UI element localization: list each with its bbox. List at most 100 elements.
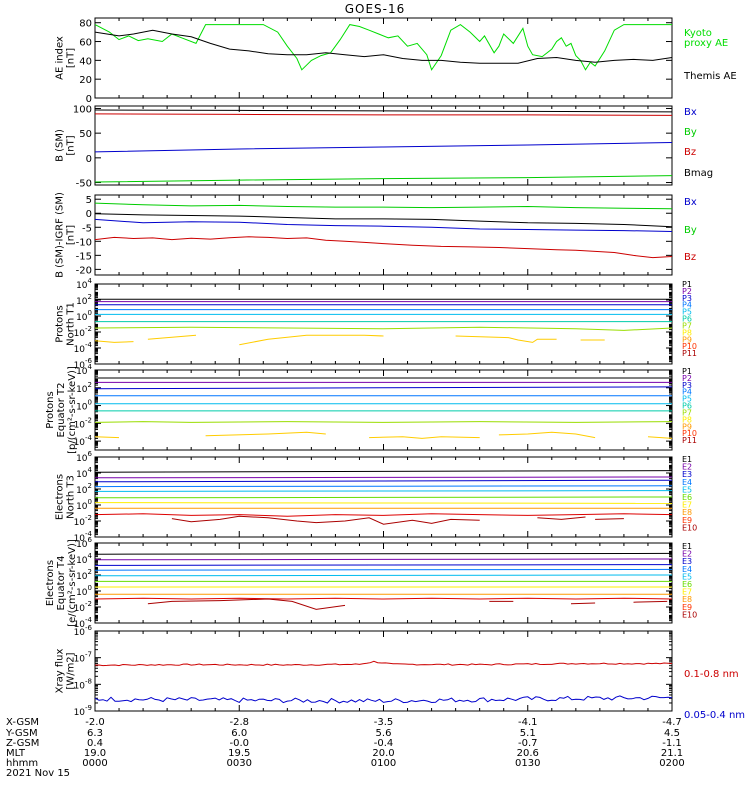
- panel-frame: [94, 17, 673, 99]
- series-group: [94, 109, 673, 183]
- legend: Bx By Bz Bmag: [684, 107, 713, 179]
- legend-entry: E4: [682, 478, 692, 487]
- x-ticks: [94, 457, 673, 537]
- y-tick-label: 106: [76, 450, 92, 464]
- legend-entry: Bx: [684, 197, 697, 208]
- legend-entry: E9: [682, 603, 692, 612]
- series-group: [94, 23, 673, 71]
- series-line-p8: [369, 436, 480, 439]
- legend-entry: E3: [682, 470, 692, 479]
- x-ticks: [94, 106, 673, 185]
- y-tick-label: 10-8: [74, 677, 92, 691]
- series-line-e10: [570, 602, 596, 605]
- series-line-p8: [94, 340, 134, 343]
- legend-entry: P11: [682, 349, 697, 358]
- y-tick-label: -10: [76, 237, 92, 248]
- x-tick-label: 5.6: [376, 728, 392, 739]
- x-tick-label: 19.0: [84, 748, 106, 759]
- x-ticks: [94, 195, 673, 275]
- y-tick-label: 0: [86, 94, 92, 105]
- panel-bsm_igrf: 5 0 -5 -10 -15 -20 B (SM)-IGRF (SM) [nT] Bx By Bz: [55, 192, 697, 278]
- y-axis-label: [W/m2]: [66, 652, 77, 689]
- footer-date: 2021 Nov 15: [6, 768, 70, 779]
- series-line-bz: [94, 236, 673, 259]
- y-axis-label: Protons: [45, 391, 56, 428]
- y-tick-label: 104: [76, 552, 92, 566]
- y-axis-label: Electrons: [45, 560, 56, 606]
- y-tick-label: 10-6: [74, 357, 93, 371]
- x-tick-label: -0.7: [518, 738, 538, 749]
- legend-entry: P5: [682, 395, 692, 404]
- series-line-e1: [94, 552, 673, 555]
- legend-entry: E9: [682, 516, 692, 525]
- x-row-label: MLT: [6, 748, 26, 759]
- y-tick-label: 10-9: [74, 704, 92, 718]
- y-tick-label: 0: [86, 209, 92, 220]
- legend-entry: E2: [682, 463, 692, 472]
- y-axis-label: North T1: [66, 302, 77, 346]
- panel-p_equator: 104 102 100 10-2 10-4 Protons Equator T2 [p/(cm…: [45, 363, 697, 454]
- series-line-themis-ae: [94, 29, 673, 64]
- series-line-p8: [205, 431, 326, 437]
- x-row-label: hhmm: [6, 758, 38, 769]
- y-tick-label: 10-4: [74, 616, 93, 630]
- series-group: [94, 377, 673, 439]
- x-tick-label: -2.8: [229, 717, 249, 728]
- legend-entry: E10: [682, 523, 697, 532]
- y-tick-label: 104: [76, 466, 92, 480]
- series-line-e3: [94, 564, 673, 566]
- x-row-label: Y-GSM: [5, 728, 38, 739]
- series-line-p8: [455, 335, 557, 343]
- series-line-p8: [147, 334, 197, 340]
- y-tick-label: 106: [76, 536, 92, 550]
- x-tick-label: -4.1: [518, 717, 538, 728]
- y-axis: 10-6 10-7 10-8 10-9: [74, 624, 672, 718]
- legend-entry: E8: [682, 508, 692, 517]
- legend-entry: P3: [682, 294, 692, 303]
- y-tick-label: -15: [76, 251, 92, 262]
- series-line-e9: [94, 513, 673, 517]
- x-tick-label: 0100: [371, 758, 396, 769]
- y-axis: 104 102 100 10-2 10-4: [74, 363, 672, 448]
- series-line-p3: [94, 386, 673, 390]
- series-line-e2: [94, 558, 673, 561]
- y-axis-label: Equator T2: [56, 383, 67, 438]
- legend-entry: E5: [682, 572, 692, 581]
- series-line-e4: [94, 485, 673, 488]
- legend-entry: E6: [682, 580, 692, 589]
- legend-entry: P7: [682, 321, 692, 330]
- series-group: [94, 660, 673, 704]
- x-ticks: [94, 284, 673, 364]
- y-axis-label: Protons: [55, 305, 66, 342]
- x-tick-label: 5.1: [520, 728, 536, 739]
- y-tick-label: 102: [76, 568, 92, 582]
- legend-entry: Bmag: [684, 168, 713, 179]
- series-group: [94, 552, 673, 610]
- x-tick-label: 6.0: [231, 728, 247, 739]
- series-line-e3: [94, 479, 673, 483]
- y-tick-label: 10-4: [74, 530, 93, 544]
- legend-entry: P2: [682, 287, 692, 296]
- legend-entry: 0.1-0.8 nm: [684, 669, 739, 680]
- y-tick-label: 100: [76, 309, 92, 323]
- x-tick-label: 0200: [659, 758, 684, 769]
- legend-entry: E7: [682, 588, 692, 597]
- legend-entry: P2: [682, 374, 692, 383]
- y-tick-label: 10-2: [74, 416, 92, 430]
- y-tick-label: 104: [76, 277, 92, 291]
- series-line-e10: [171, 515, 480, 525]
- legend-entry: P11: [682, 436, 697, 445]
- y-axis-label: [e/(cm²-s-sr-keV)]: [67, 539, 78, 627]
- y-tick-label: 80: [79, 19, 92, 30]
- y-tick-label: 10-4: [74, 341, 93, 355]
- y-tick-label: 20: [79, 75, 92, 86]
- panel-frame: [94, 105, 673, 186]
- x-row-label: X-GSM: [6, 717, 39, 728]
- series-line-p8: [647, 436, 673, 439]
- y-axis-label: Equator T4: [56, 556, 67, 611]
- series-line-bmag: [94, 109, 673, 113]
- x-ticks: [94, 18, 673, 98]
